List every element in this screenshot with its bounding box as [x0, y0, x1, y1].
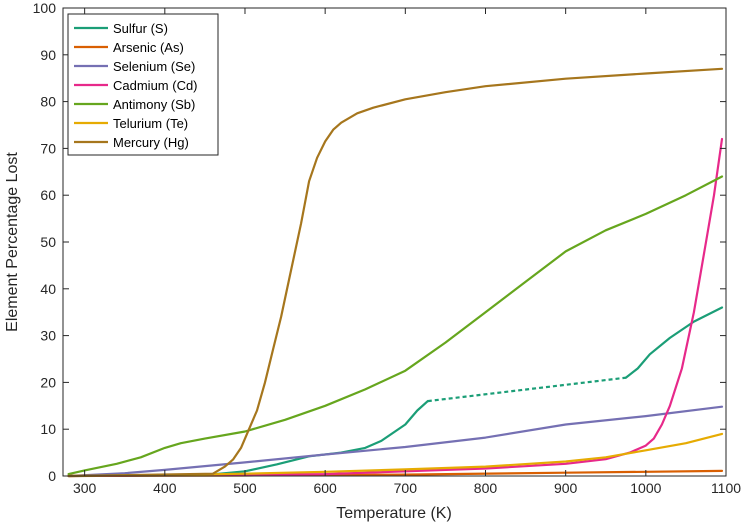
y-axis-label: Element Percentage Lost [4, 152, 21, 332]
y-tick-label: 80 [40, 94, 56, 110]
legend-label-arsenic: Arsenic (As) [113, 40, 184, 55]
y-tick-label: 70 [40, 140, 56, 156]
legend: Sulfur (S) Arsenic (As) Selenium (Se) Cadmi… [67, 13, 219, 156]
legend-label-selenium: Selenium (Se) [113, 59, 195, 74]
x-tick-label: 500 [233, 480, 257, 496]
legend-label-cadmium: Cadmium (Cd) [113, 78, 198, 93]
x-tick-label: 1000 [630, 480, 661, 496]
y-tick-label: 40 [40, 281, 56, 297]
x-tick-label: 700 [394, 480, 418, 496]
legend-label-sulfur: Sulfur (S) [113, 21, 168, 36]
y-tick-label: 0 [48, 468, 56, 484]
series-line-selenium [67, 405, 724, 478]
legend-label-telurium: Telurium (Te) [113, 116, 188, 131]
x-tick-label: 900 [554, 480, 578, 496]
y-tick-label: 100 [33, 0, 57, 16]
y-tick-label: 50 [40, 234, 56, 250]
x-tick-label: 1100 [711, 480, 741, 496]
y-tick-label: 30 [40, 328, 56, 344]
series-line-cadmium [67, 137, 724, 478]
x-tick-label: 800 [474, 480, 498, 496]
y-tick-label: 10 [40, 421, 56, 437]
x-tick-label: 300 [73, 480, 97, 496]
legend-label-antimony: Antimony (Sb) [113, 97, 195, 112]
x-tick-label: 400 [153, 480, 177, 496]
series-line-sulfur-dashed [427, 376, 626, 403]
x-axis-label: Temperature (K) [336, 505, 452, 522]
y-tick-label: 20 [40, 374, 56, 390]
tick-layer: 300 400 500 600 700 800 900 1000 1100 0 10 20 30 40 50… [33, 0, 742, 496]
series-line-sulfur-continued [624, 306, 724, 379]
legend-label-mercury: Mercury (Hg) [113, 135, 189, 150]
series-line-telurium [67, 432, 724, 478]
x-tick-label: 600 [313, 480, 337, 496]
y-tick-label: 60 [40, 187, 56, 203]
series-line-mercury [67, 67, 724, 478]
series-line-antimony [67, 175, 724, 476]
y-tick-label: 90 [40, 47, 56, 63]
